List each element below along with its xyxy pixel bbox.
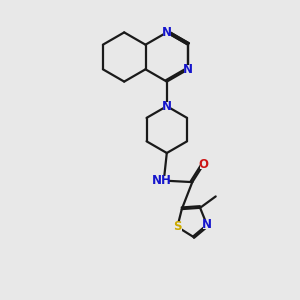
Text: S: S xyxy=(173,220,182,233)
Text: O: O xyxy=(199,158,209,171)
FancyBboxPatch shape xyxy=(163,102,171,111)
FancyBboxPatch shape xyxy=(155,176,168,185)
FancyBboxPatch shape xyxy=(173,222,182,231)
FancyBboxPatch shape xyxy=(203,220,211,229)
FancyBboxPatch shape xyxy=(184,65,192,74)
FancyBboxPatch shape xyxy=(200,160,208,169)
Text: N: N xyxy=(202,218,212,231)
Text: N: N xyxy=(162,100,172,113)
Text: N: N xyxy=(183,63,193,76)
FancyBboxPatch shape xyxy=(163,28,171,37)
Text: NH: NH xyxy=(152,174,172,187)
Text: N: N xyxy=(162,26,172,39)
